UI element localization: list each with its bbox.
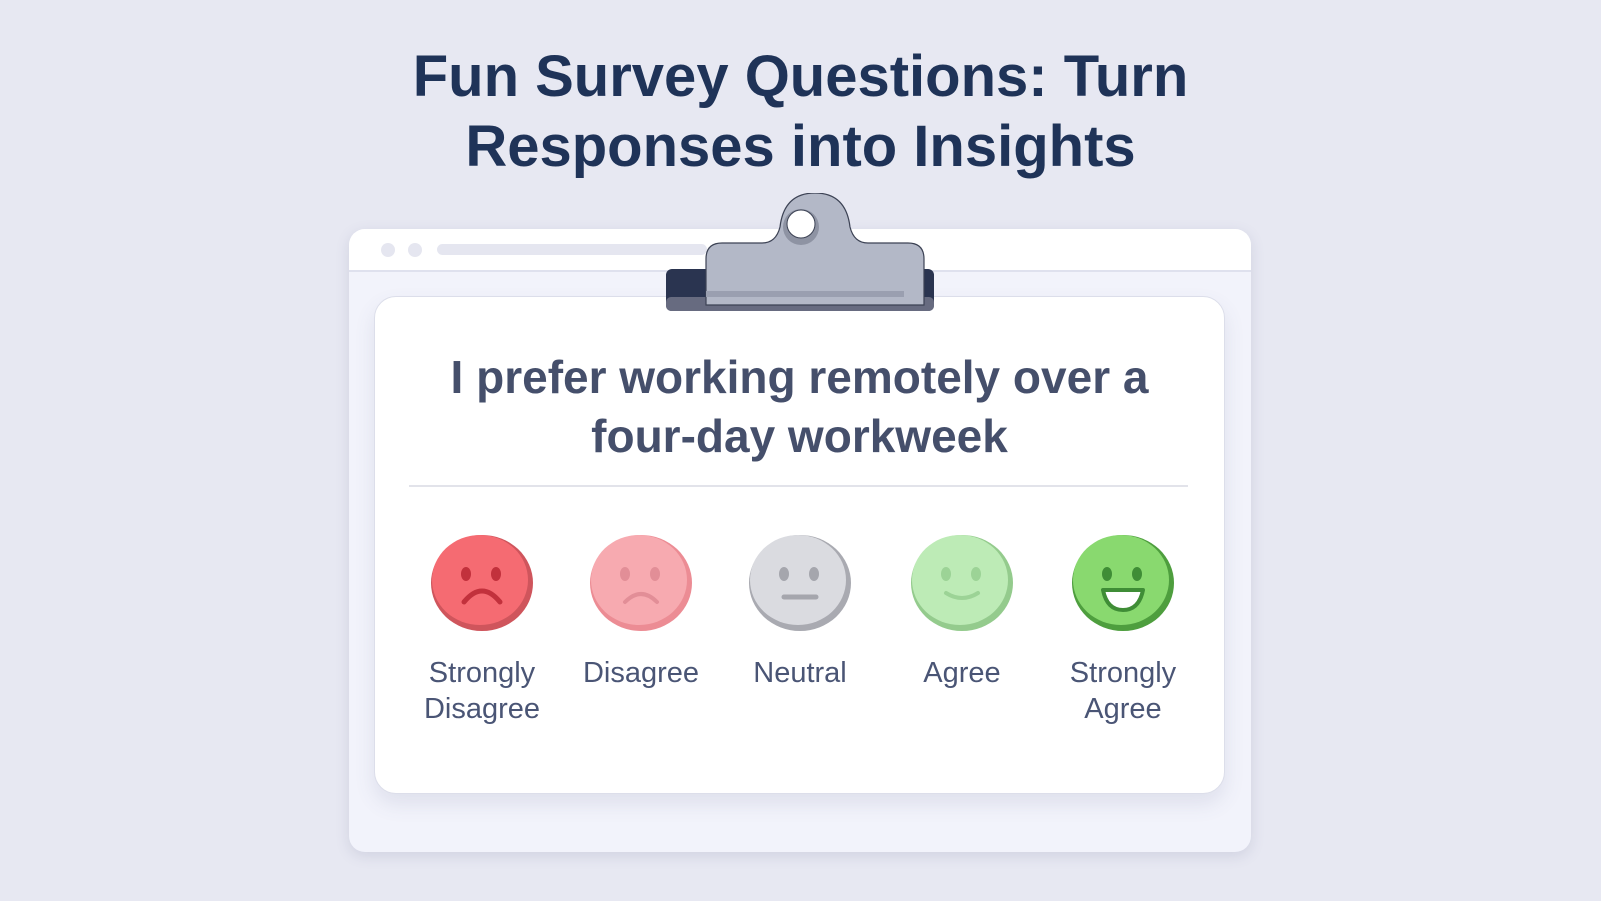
title-line: Fun Survey Questions: Turn — [412, 44, 1189, 109]
option-label: Strongly Disagree — [397, 655, 567, 727]
label-line: Neutral — [753, 657, 847, 689]
address-bar — [437, 244, 707, 255]
question-line: four-day workweek — [591, 410, 1008, 462]
clipboard-clip-icon — [666, 193, 934, 311]
option-label: Neutral — [715, 655, 885, 691]
page-title: Fun Survey Questions: Turn Responses int… — [0, 42, 1601, 182]
option-label: Agree — [877, 655, 1047, 691]
window-dot — [381, 243, 395, 257]
neutral-face-icon[interactable] — [748, 534, 852, 632]
label-line: Disagree — [582, 657, 700, 689]
label-line: Agree — [923, 657, 1001, 689]
window-dot — [408, 243, 422, 257]
label-line: Strongly — [1069, 657, 1177, 689]
label-line: Strongly — [428, 657, 536, 689]
smile-face-icon[interactable] — [910, 534, 1014, 632]
option-label: Disagree — [556, 655, 726, 691]
label-line: Agree — [1084, 693, 1162, 725]
big-smile-face-icon[interactable] — [1071, 534, 1175, 632]
option-label: Strongly Agree — [1038, 655, 1208, 727]
sad-face-icon[interactable] — [589, 534, 693, 632]
title-line: Responses into Insights — [465, 114, 1136, 179]
very-sad-face-icon[interactable] — [430, 534, 534, 632]
label-line: Disagree — [423, 693, 541, 725]
divider — [409, 485, 1188, 487]
question-line: I prefer working remotely over a — [450, 351, 1149, 403]
survey-question: I prefer working remotely over a four-da… — [374, 348, 1225, 466]
